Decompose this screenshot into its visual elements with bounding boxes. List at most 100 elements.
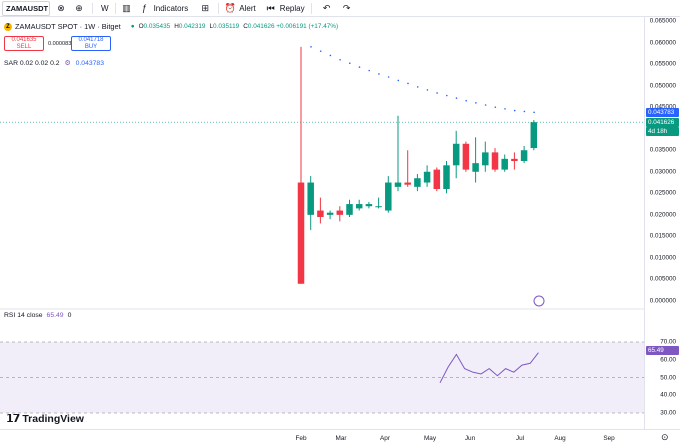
symbol-title: ZAMAUSDT SPOT · 1W · Bitget [15, 22, 121, 31]
bar-countdown-tag: 4d 18h [646, 126, 679, 136]
price-tick-label: 0.060000 [649, 39, 676, 47]
buy-price: 0.041718 [78, 37, 104, 43]
sar-point [310, 46, 312, 48]
sar-point [339, 58, 341, 61]
sell-label: SELL [16, 43, 32, 50]
open-value: 0.035435 [143, 23, 171, 30]
price-tick-label: 0.020000 [649, 211, 676, 219]
time-tick-label: May [423, 435, 437, 442]
market-open-icon: ● [130, 23, 135, 30]
price-tick-label: 0.050000 [649, 82, 676, 90]
sell-button[interactable]: 0.041635 SELL [4, 36, 44, 51]
rsi-zero-value: 0 [67, 312, 72, 319]
symbol-name: ZAMAUSDT [6, 3, 49, 13]
toolbar-divider [114, 2, 116, 14]
sar-label: SAR 0.02 0.02 0.2 [4, 59, 60, 67]
sar-point [455, 97, 458, 99]
rsi-value-tag: 65.49 [646, 345, 679, 355]
candle-body [307, 182, 314, 215]
chart-type-icon[interactable]: ▥ [122, 2, 131, 13]
rsi-legend: RSI 14 close 65.49 0 [4, 312, 71, 319]
price-tick-label: 0.010000 [649, 254, 676, 262]
buy-label: BUY [84, 43, 98, 50]
sar-price-tag: 0.043783 [646, 107, 679, 117]
last-price-tag: 0.041626 [646, 117, 679, 127]
add-symbol-icon[interactable]: ⊕ [75, 2, 83, 13]
close-label: C [243, 23, 248, 30]
undo-icon[interactable]: ↶ [322, 2, 331, 13]
price-chart[interactable] [0, 17, 644, 429]
alert-button[interactable]: Alert [239, 3, 256, 13]
candle-body [530, 122, 538, 149]
buy-button[interactable]: 0.041718 BUY [71, 36, 111, 51]
candle-body [462, 143, 470, 170]
sar-legend: SAR 0.02 0.02 0.2 ⚙ 0.043783 [4, 59, 104, 68]
candle-body [433, 169, 441, 189]
sar-point [533, 111, 535, 114]
replay-button[interactable]: Replay [279, 3, 305, 13]
price-tick-label: 0.005000 [649, 275, 676, 283]
low-label: L [209, 23, 214, 30]
candle-body [394, 182, 402, 187]
candle-body [355, 204, 363, 209]
sar-point [426, 89, 429, 91]
indicator-settings-icon[interactable]: ⚙ [64, 60, 71, 67]
candle-body [443, 165, 450, 189]
symbol-search[interactable]: ZAMAUSDT [2, 0, 50, 16]
sar-value: 0.043783 [75, 59, 104, 67]
symbol-legend: Z ZAMAUSDT SPOT · 1W · Bitget ● O0.03543… [4, 22, 338, 31]
redo-icon[interactable]: ↷ [342, 2, 351, 13]
sar-point [358, 66, 361, 68]
candle-body [336, 210, 344, 215]
close-value: 0.041626 +0.006191 (+17.47%) [247, 23, 339, 30]
tradingview-logo[interactable]: 𝟭𝟳 TradingView [6, 412, 84, 426]
candle-body [501, 158, 508, 170]
candle-body [482, 152, 489, 166]
rsi-label: RSI 14 close [4, 312, 43, 319]
goto-date-icon[interactable]: ⊙ [661, 432, 669, 442]
candle-body [404, 182, 411, 185]
brand-name: TradingView [22, 412, 84, 425]
sar-point [349, 62, 351, 65]
alert-icon[interactable]: ⏰ [224, 2, 236, 13]
rsi-tick-label: 60.00 [660, 356, 676, 364]
time-axis[interactable]: ⊙ Feb Mar Apr May Jun Jul Aug Sep [0, 429, 680, 446]
sar-point [446, 94, 448, 97]
templates-icon[interactable]: ⊞ [201, 2, 210, 13]
candle-body [452, 143, 460, 166]
candle-body [472, 163, 479, 172]
indicators-icon[interactable]: ƒ [142, 3, 148, 13]
sar-point [513, 109, 516, 112]
replay-icon[interactable]: ⏮ [266, 2, 275, 13]
spread-value: 0.000083 [48, 41, 72, 47]
indicators-button[interactable]: Indicators [153, 3, 189, 13]
sar-point [368, 69, 371, 72]
price-tick-label: 0.065000 [649, 17, 676, 25]
price-tick-label: 0.055000 [649, 60, 676, 68]
compare-symbol-icon[interactable]: ⊗ [57, 2, 65, 13]
high-label: H [174, 23, 179, 30]
time-tick-label: Mar [335, 435, 347, 442]
price-tick-label: 0.045000 [650, 104, 676, 111]
top-toolbar: ZAMAUSDT ⊗ ⊕ W ▥ ƒ Indicators ⊞ ⏰ Alert … [0, 0, 680, 17]
price-axis[interactable]: 0.065000 0.060000 0.055000 0.050000 0.045000… [644, 17, 680, 429]
price-tick-label: 0.015000 [649, 232, 676, 240]
sar-point [319, 50, 322, 52]
sar-point [407, 82, 409, 85]
rsi-value: 65.49 [46, 312, 64, 319]
ohlc-values: ● O0.035435 H0.042319 L0.035119 C0.04162… [131, 23, 338, 30]
interval-button[interactable]: W [101, 3, 109, 13]
tradingview-logo-icon: 𝟭𝟳 [6, 413, 20, 425]
rsi-tick-label: 30.00 [660, 409, 676, 417]
rsi-tick-label: 40.00 [660, 391, 676, 399]
open-label: O [138, 23, 144, 30]
candle-body [297, 182, 305, 284]
rsi-tick-label: 50.00 [660, 374, 676, 381]
candle-body [326, 212, 334, 215]
price-tick-label: 0.000000 [649, 297, 676, 305]
sar-point [329, 54, 332, 57]
sar-point [504, 108, 506, 110]
exchange-logo-icon: Z [4, 22, 12, 31]
candle-body [375, 206, 382, 208]
candle-body [423, 171, 431, 183]
